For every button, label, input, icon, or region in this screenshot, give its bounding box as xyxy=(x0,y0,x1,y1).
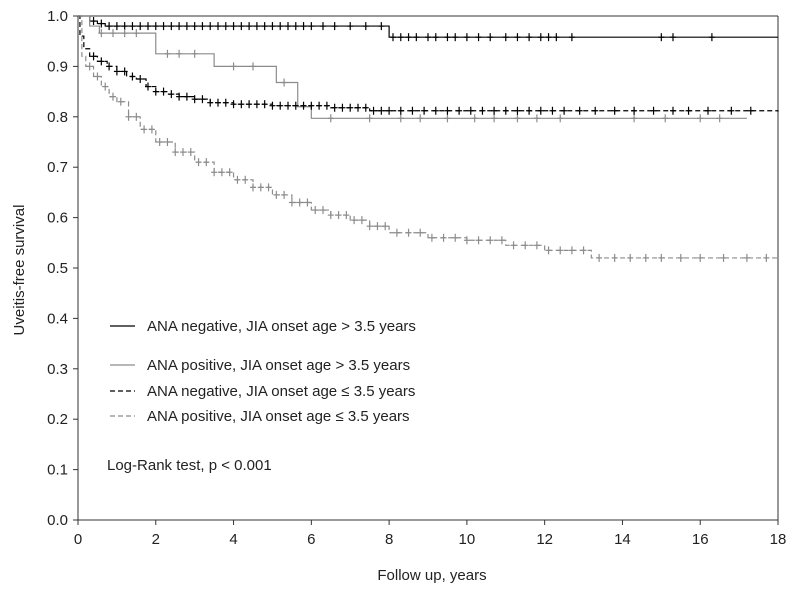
x-tick-label: 6 xyxy=(307,531,315,548)
legend-label-1: ANA positive, JIA onset age > 3.5 years xyxy=(147,357,410,374)
x-tick-label: 18 xyxy=(770,531,787,548)
y-tick-label: 1.0 xyxy=(47,8,68,25)
series-lines xyxy=(78,15,779,259)
y-tick-label: 0.3 xyxy=(47,361,68,378)
series-line-2 xyxy=(78,15,779,112)
x-tick-label: 10 xyxy=(459,531,476,548)
y-axis-label: Uveitis-free survival xyxy=(11,205,28,336)
series-line-3 xyxy=(78,15,778,259)
censor-marks xyxy=(86,17,770,262)
y-tick-label: 0.2 xyxy=(47,411,68,428)
y-tick-label: 0.0 xyxy=(47,512,68,529)
ticks: 0 2 4 6 8 10 12 14 16 18 0.0 0.1 0.2 0.3 0.4 0.5 0.6 0.7 0… xyxy=(47,8,786,548)
x-tick-label: 0 xyxy=(74,531,82,548)
x-tick-label: 16 xyxy=(692,531,709,548)
y-tick-label: 0.9 xyxy=(47,58,68,75)
x-tick-label: 14 xyxy=(614,531,631,548)
y-tick-label: 0.8 xyxy=(47,109,68,126)
axes xyxy=(77,15,779,521)
y-tick-label: 0.7 xyxy=(47,159,68,176)
legend-label-2: ANA negative, JIA onset age ≤ 3.5 years xyxy=(147,383,415,400)
y-tick-label: 0.1 xyxy=(47,462,68,479)
log-rank-annotation: Log-Rank test, p < 0.001 xyxy=(107,457,272,474)
y-tick-label: 0.5 xyxy=(47,260,68,277)
x-tick-label: 2 xyxy=(152,531,160,548)
x-tick-label: 8 xyxy=(385,531,393,548)
y-tick-label: 0.4 xyxy=(47,310,68,327)
y-tick-label: 0.6 xyxy=(47,210,68,227)
legend-label-3: ANA positive, JIA onset age ≤ 3.5 years xyxy=(147,408,410,425)
x-tick-label: 4 xyxy=(229,531,237,548)
x-axis-label: Follow up, years xyxy=(377,567,486,584)
series-line-1 xyxy=(78,15,747,119)
legend-label-0: ANA negative, JIA onset age > 3.5 years xyxy=(147,318,416,335)
legend: ANA negative, JIA onset age > 3.5 years … xyxy=(110,318,416,425)
x-tick-label: 12 xyxy=(536,531,553,548)
